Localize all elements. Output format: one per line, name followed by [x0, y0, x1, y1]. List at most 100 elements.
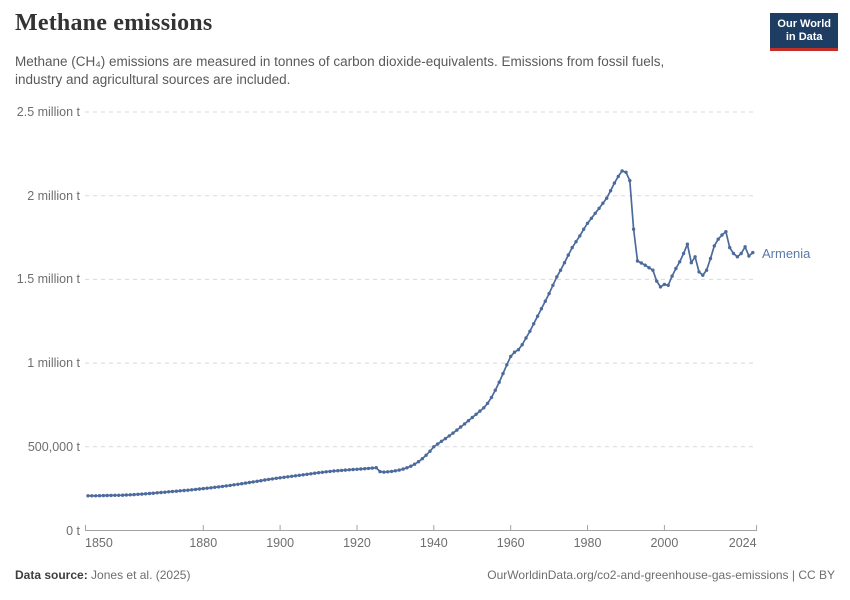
data-point — [105, 493, 109, 498]
data-point — [355, 467, 359, 471]
data-point — [117, 493, 121, 497]
data-point — [263, 478, 267, 482]
data-point — [697, 270, 701, 274]
data-point — [412, 462, 417, 466]
data-point — [562, 261, 567, 265]
data-point — [643, 263, 647, 267]
data-point — [270, 477, 275, 481]
data-point — [101, 493, 106, 498]
data-point — [343, 468, 348, 472]
data-point — [94, 494, 98, 498]
data-point — [655, 279, 659, 283]
data-point — [216, 485, 221, 489]
data-point — [243, 481, 248, 485]
data-point — [485, 401, 490, 405]
data-point — [712, 244, 716, 248]
data-point — [489, 395, 494, 400]
data-point — [462, 422, 467, 426]
footer-citation-link[interactable]: OurWorldinData.org/co2-and-greenhouse-ga… — [487, 568, 835, 582]
data-point — [447, 434, 451, 438]
data-point — [274, 476, 278, 480]
data-point — [205, 486, 209, 490]
data-point — [359, 467, 363, 471]
data-point — [109, 493, 113, 498]
data-point — [478, 409, 482, 413]
data-point — [432, 445, 436, 449]
data-point — [678, 260, 682, 264]
data-point — [524, 336, 528, 340]
data-point — [501, 371, 505, 376]
data-point — [670, 274, 674, 278]
data-point — [608, 189, 613, 193]
data-point — [589, 216, 594, 220]
data-point — [605, 196, 609, 200]
data-point — [90, 494, 94, 498]
data-point — [251, 480, 255, 484]
data-point — [624, 170, 628, 174]
data-point — [213, 485, 217, 489]
data-point — [286, 475, 290, 479]
data-point — [113, 493, 117, 497]
series-label-armenia[interactable]: Armenia — [762, 245, 811, 261]
data-point — [201, 486, 205, 491]
data-point — [386, 470, 390, 474]
x-axis-tick-label: 1880 — [189, 536, 218, 550]
y-axis-tick-label: 500,000 t — [27, 439, 80, 454]
x-axis-tick-label: 1940 — [419, 536, 448, 550]
data-point — [416, 460, 421, 464]
x-axis-tick-label: 1850 — [85, 536, 113, 550]
data-point — [728, 245, 732, 250]
data-point — [704, 268, 709, 272]
y-axis-tick-label: 2.5 million t — [16, 105, 80, 119]
data-point — [639, 261, 643, 265]
data-point — [593, 211, 597, 215]
data-source: Data source: Jones et al. (2025) — [15, 568, 190, 582]
data-point — [332, 469, 336, 473]
data-point — [708, 256, 713, 261]
data-source-value: Jones et al. (2025) — [91, 568, 191, 582]
data-point — [405, 466, 409, 470]
data-point — [543, 299, 547, 303]
data-point — [601, 201, 605, 205]
owid-logo[interactable]: Our World in Data — [770, 13, 838, 51]
data-point — [393, 469, 398, 473]
data-point — [247, 480, 252, 485]
data-point — [631, 227, 636, 231]
data-point — [147, 491, 152, 496]
data-point — [455, 428, 459, 432]
data-point — [689, 261, 693, 265]
data-point — [397, 468, 401, 472]
data-point — [290, 474, 294, 478]
data-point — [743, 245, 747, 249]
data-point — [370, 466, 374, 470]
data-point — [509, 354, 513, 359]
data-point — [505, 363, 509, 367]
data-point — [731, 251, 736, 256]
data-point — [197, 487, 202, 491]
data-point — [159, 490, 163, 495]
data-point — [293, 474, 298, 478]
data-point — [570, 245, 574, 250]
data-source-label: Data source: — [15, 568, 88, 582]
data-point — [666, 283, 670, 287]
data-point — [339, 468, 344, 473]
data-point — [224, 484, 228, 488]
data-point — [497, 380, 501, 384]
data-point — [167, 490, 171, 494]
data-point — [128, 493, 132, 497]
data-point — [124, 493, 129, 497]
x-axis-tick-label: 1980 — [573, 536, 602, 550]
y-axis-tick-label: 1 million t — [27, 356, 80, 371]
data-point — [647, 266, 651, 270]
data-point — [474, 412, 478, 416]
data-point — [582, 227, 586, 231]
data-point — [347, 468, 351, 472]
data-point — [551, 283, 555, 287]
data-point — [482, 406, 486, 410]
data-point — [182, 488, 186, 493]
data-point — [466, 419, 471, 423]
data-point — [301, 473, 305, 477]
data-point — [436, 442, 440, 446]
subtitle-line-1: Methane (CH₄) emissions are measured in … — [15, 54, 665, 69]
